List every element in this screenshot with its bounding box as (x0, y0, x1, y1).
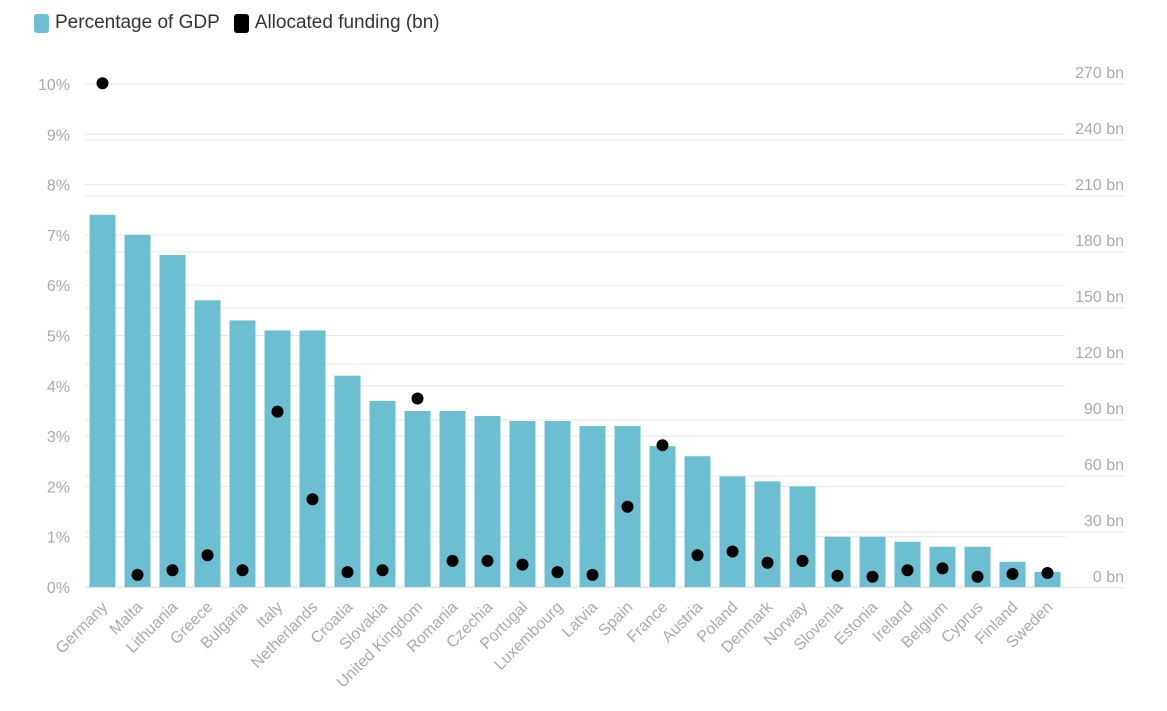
right-tick-label: 180 bn (1075, 233, 1124, 250)
bar-lithuania[interactable] (159, 255, 186, 587)
dot-netherlands[interactable] (306, 493, 319, 506)
dot-denmark[interactable] (761, 556, 774, 569)
dot-series (96, 77, 1054, 583)
dot-austria[interactable] (691, 549, 704, 562)
dot-poland[interactable] (726, 545, 739, 558)
left-tick-label: 3% (47, 429, 70, 446)
right-tick-label: 30 bn (1084, 513, 1124, 530)
left-tick-label: 4% (47, 379, 70, 396)
dot-greece[interactable] (201, 549, 214, 562)
bar-france[interactable] (649, 446, 676, 587)
dot-italy[interactable] (271, 405, 284, 418)
bar-series (89, 214, 1061, 587)
bar-greece[interactable] (194, 300, 221, 587)
bar-italy[interactable] (264, 330, 291, 587)
left-tick-label: 8% (47, 178, 70, 195)
dot-malta[interactable] (131, 568, 144, 581)
dot-czechia[interactable] (481, 554, 494, 567)
chart-legend: Percentage of GDP Allocated funding (bn) (34, 12, 440, 34)
dot-belgium[interactable] (936, 562, 949, 575)
dot-latvia[interactable] (586, 568, 599, 581)
bar-slovakia[interactable] (369, 400, 396, 587)
x-tick-label: Latvia (559, 599, 601, 641)
dot-norway[interactable] (796, 554, 809, 567)
right-tick-label: 120 bn (1075, 345, 1124, 362)
right-tick-label: 0 bn (1093, 569, 1124, 586)
dot-france[interactable] (656, 439, 669, 452)
dot-united-kingdom[interactable] (411, 392, 424, 405)
dot-bulgaria[interactable] (236, 564, 249, 577)
bar-united-kingdom[interactable] (404, 410, 431, 587)
legend-item-gdp[interactable]: Percentage of GDP (34, 12, 220, 34)
left-tick-label: 5% (47, 329, 70, 346)
dot-lithuania[interactable] (166, 564, 179, 577)
left-tick-label: 10% (38, 77, 70, 94)
dot-croatia[interactable] (341, 566, 354, 579)
grid-lines (85, 83, 1124, 589)
dot-ireland[interactable] (901, 564, 914, 577)
left-tick-label: 7% (47, 228, 70, 245)
bar-poland[interactable] (719, 476, 746, 587)
bar-latvia[interactable] (579, 426, 606, 587)
right-tick-label: 60 bn (1084, 457, 1124, 474)
legend-label-gdp: Percentage of GDP (55, 12, 220, 33)
bar-sweden[interactable] (1034, 571, 1061, 587)
legend-label-funding: Allocated funding (bn) (254, 12, 440, 33)
left-axis: 0% 1% 2% 3% 4% 5% 6% 7% 8% 9% 10% (38, 77, 70, 597)
bar-austria[interactable] (684, 456, 711, 587)
right-tick-label: 270 bn (1075, 65, 1124, 82)
left-tick-label: 1% (47, 530, 70, 547)
dot-sweden[interactable] (1041, 567, 1054, 580)
bar-bulgaria[interactable] (229, 320, 256, 587)
dot-cyprus[interactable] (971, 570, 984, 583)
bar-malta[interactable] (124, 234, 151, 587)
bar-luxembourg[interactable] (544, 421, 571, 587)
bar-germany[interactable] (89, 214, 116, 587)
right-tick-label: 240 bn (1075, 121, 1124, 138)
right-tick-label: 90 bn (1084, 401, 1124, 418)
dot-romania[interactable] (446, 554, 459, 567)
dot-spain[interactable] (621, 500, 634, 513)
legend-swatch-funding (233, 13, 249, 33)
dot-slovakia[interactable] (376, 564, 389, 577)
left-tick-label: 9% (47, 127, 70, 144)
dot-slovenia[interactable] (831, 569, 844, 582)
bar-croatia[interactable] (334, 375, 361, 587)
left-tick-label: 2% (47, 479, 70, 496)
dot-luxembourg[interactable] (551, 566, 564, 579)
bar-netherlands[interactable] (299, 330, 326, 587)
legend-item-funding[interactable]: Allocated funding (bn) (233, 12, 440, 34)
dot-germany[interactable] (96, 77, 109, 90)
dot-finland[interactable] (1006, 567, 1019, 580)
dot-estonia[interactable] (866, 570, 879, 583)
dot-portugal[interactable] (516, 558, 529, 571)
left-tick-label: 0% (47, 580, 70, 597)
left-tick-label: 6% (47, 278, 70, 295)
x-tick-label: Germany (53, 599, 112, 658)
right-axis: 0 bn 30 bn 60 bn 90 bn 120 bn 150 bn 180 bn 210… (1075, 65, 1124, 586)
legend-swatch-gdp (34, 13, 49, 33)
bar-norway[interactable] (789, 486, 816, 587)
bar-denmark[interactable] (754, 481, 781, 587)
right-tick-label: 150 bn (1075, 289, 1124, 306)
right-tick-label: 210 bn (1075, 177, 1124, 194)
